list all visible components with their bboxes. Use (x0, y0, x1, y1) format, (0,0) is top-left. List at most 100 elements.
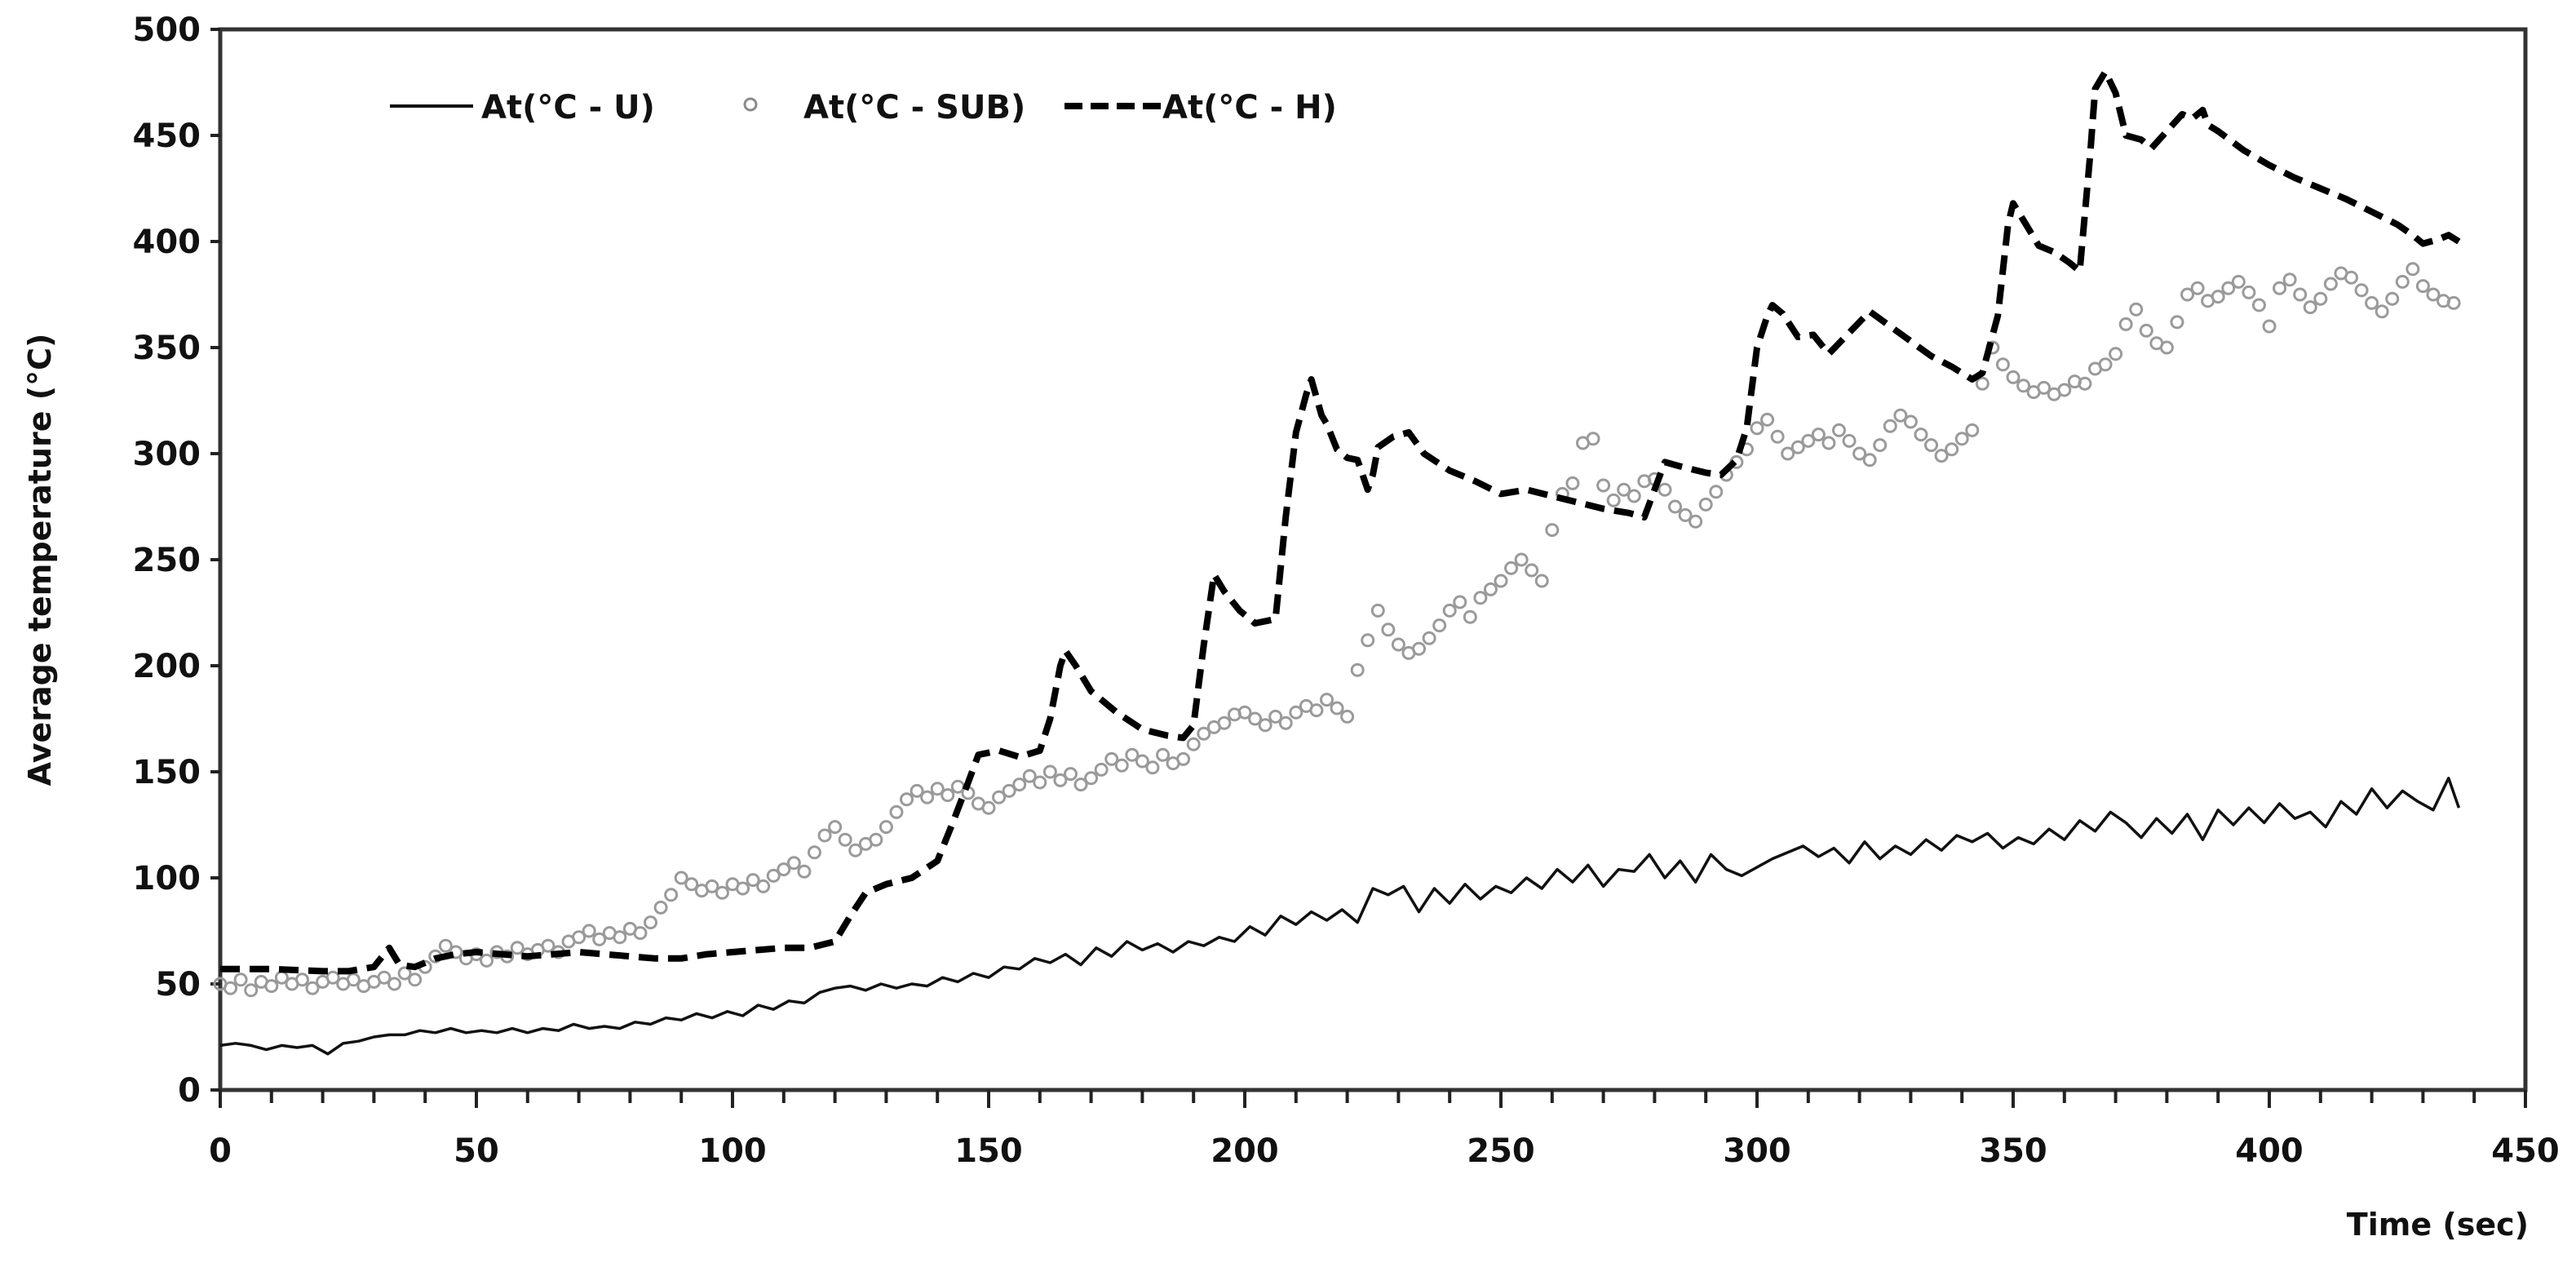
data-marker (756, 879, 771, 893)
data-marker (1186, 737, 1201, 751)
data-marker (2385, 291, 2400, 306)
data-marker (1268, 709, 1283, 724)
data-marker (1453, 595, 1467, 609)
data-marker (294, 973, 309, 987)
data-marker (1790, 440, 1805, 454)
data-marker (2365, 295, 2379, 310)
data-marker (1781, 446, 1795, 461)
plot-area (218, 27, 2528, 1092)
data-marker (1022, 769, 1037, 783)
data-marker (2242, 285, 2256, 299)
data-marker (1463, 609, 1477, 624)
data-marker (2446, 295, 2461, 310)
data-marker (1965, 423, 1980, 437)
data-marker (1422, 631, 1436, 645)
data-marker (1995, 357, 2010, 372)
data-marker (1125, 747, 1140, 762)
data-marker (541, 938, 555, 953)
series-sub-markers (213, 262, 2461, 998)
series-layer (213, 69, 2461, 1056)
data-marker (1278, 716, 1293, 730)
data-marker (1370, 603, 1385, 618)
data-marker (828, 820, 843, 835)
data-marker (346, 973, 361, 987)
y-tick-label: 400 (133, 224, 201, 261)
data-marker (1084, 771, 1099, 786)
legend-item-h: At(°C - H) (1064, 89, 1337, 126)
data-marker (1114, 758, 1129, 773)
data-marker (1248, 711, 1263, 726)
x-tick-label: 100 (698, 1132, 767, 1170)
data-marker (2129, 302, 2144, 317)
data-marker (766, 868, 781, 883)
data-marker (2006, 370, 2021, 384)
data-marker (1504, 560, 1519, 575)
data-marker (1873, 438, 1888, 453)
data-marker (1432, 618, 1447, 633)
data-marker (244, 983, 259, 998)
x-axis: 0 50 100 150 200 250 300 350 400 450 (209, 1090, 2560, 1170)
data-marker (1319, 693, 1334, 707)
data-marker (408, 973, 423, 987)
data-marker (644, 915, 658, 930)
data-marker (1063, 767, 1078, 782)
data-marker (1709, 485, 1724, 499)
data-marker (2415, 279, 2430, 294)
data-marker (1801, 433, 1816, 448)
data-marker (1831, 423, 1846, 437)
data-marker (2109, 347, 2123, 361)
data-marker (1678, 507, 1693, 522)
data-marker (2190, 281, 2205, 295)
y-tick-label: 150 (133, 754, 201, 791)
data-marker (817, 828, 832, 843)
data-marker (941, 788, 955, 803)
data-marker (1053, 773, 1068, 787)
data-marker (1534, 574, 1549, 588)
data-marker (233, 973, 248, 987)
data-marker (325, 970, 340, 985)
data-marker (1770, 429, 1785, 444)
legend-item-u: At(°C - U) (390, 89, 655, 126)
data-marker (2354, 283, 2369, 298)
data-marker (1545, 523, 1560, 538)
data-marker (900, 792, 914, 807)
x-tick-label: 250 (1467, 1132, 1535, 1170)
x-tick-label: 350 (1979, 1132, 2047, 1170)
data-marker (1258, 718, 1273, 733)
data-marker (1903, 414, 1918, 429)
series-u-line (219, 777, 2461, 1056)
data-marker (807, 845, 821, 860)
hollow-marker-icon (743, 97, 758, 112)
data-marker (1750, 421, 1764, 436)
data-marker (1596, 478, 1611, 493)
data-marker (1412, 641, 1427, 656)
data-marker (1821, 436, 1836, 450)
plot-border (218, 27, 2528, 1092)
data-marker (1145, 760, 1160, 775)
data-marker (1156, 747, 1171, 762)
data-marker (1217, 716, 1232, 730)
data-marker (1586, 432, 1600, 446)
data-marker (1565, 476, 1580, 490)
data-marker (1934, 449, 1949, 463)
data-marker (869, 832, 883, 847)
y-tick-label: 100 (133, 860, 201, 897)
data-marker (224, 981, 238, 995)
data-marker (797, 864, 812, 879)
data-marker (2303, 300, 2317, 315)
data-marker (746, 873, 760, 888)
data-marker (1042, 764, 1057, 779)
data-marker (1893, 408, 1908, 423)
data-marker (2426, 287, 2441, 302)
data-marker (1135, 754, 1149, 769)
x-tick-label: 450 (2491, 1132, 2560, 1170)
data-marker (684, 877, 699, 892)
y-tick-label: 200 (133, 648, 201, 685)
data-marker (1012, 778, 1027, 792)
data-marker (1689, 514, 1703, 529)
y-tick-label: 250 (133, 542, 201, 579)
data-marker (2118, 317, 2133, 331)
data-marker (1494, 574, 1508, 588)
data-marker (2395, 274, 2410, 289)
